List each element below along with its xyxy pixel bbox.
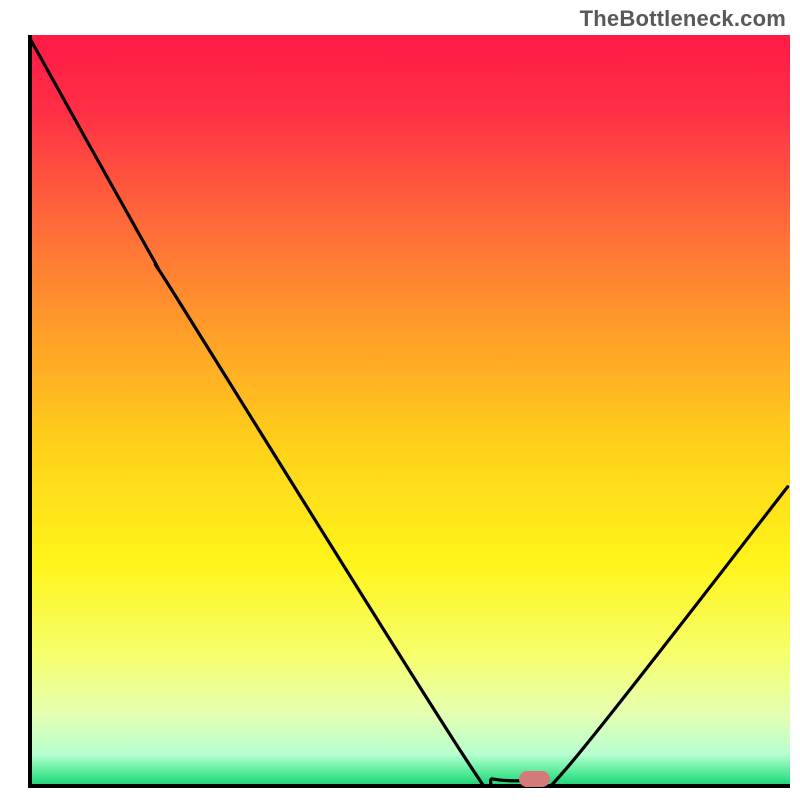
gradient-background	[28, 35, 790, 788]
y-axis	[28, 35, 32, 788]
optimal-marker	[519, 771, 549, 788]
chart-container: TheBottleneck.com	[0, 0, 800, 800]
x-axis	[28, 784, 790, 788]
watermark-text: TheBottleneck.com	[580, 6, 786, 32]
chart-svg	[28, 35, 790, 788]
plot-area	[28, 35, 790, 788]
